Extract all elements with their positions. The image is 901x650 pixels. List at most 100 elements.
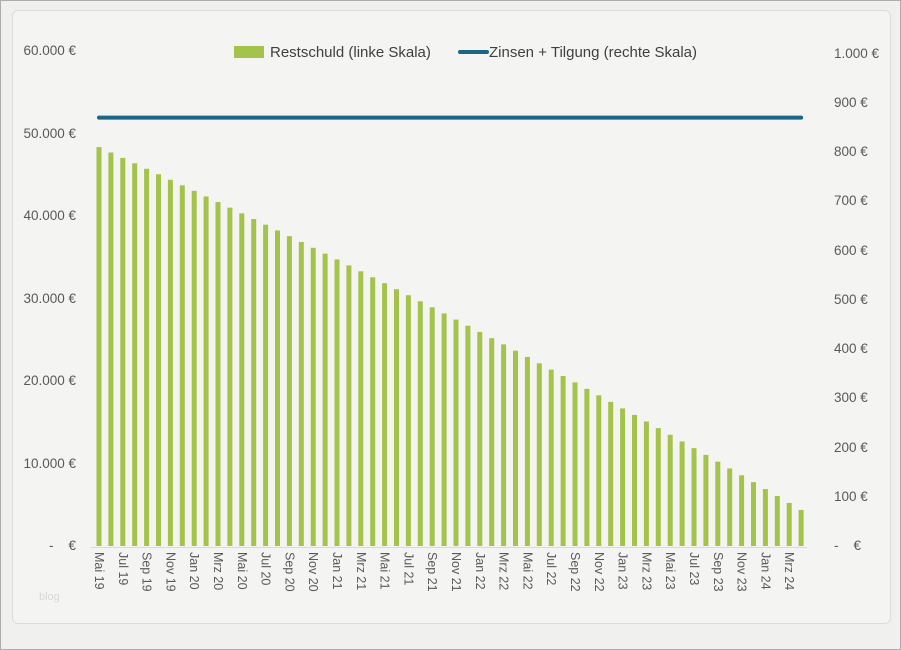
right-axis-tick-label: 500 € bbox=[834, 291, 868, 307]
right-axis-tick-label: 100 € bbox=[834, 488, 868, 504]
restschuld-bar bbox=[441, 313, 447, 546]
restschuld-bar bbox=[251, 219, 257, 546]
restschuld-bar bbox=[477, 331, 483, 546]
restschuld-bar bbox=[501, 344, 507, 546]
restschuld-bar bbox=[596, 395, 602, 546]
category-tick-label: Mai 19 bbox=[92, 552, 106, 590]
restschuld-bar bbox=[620, 408, 626, 546]
category-tick-label: Nov 21 bbox=[449, 552, 463, 592]
restschuld-bar bbox=[239, 213, 245, 546]
restschuld-bar bbox=[786, 502, 792, 546]
right-axis-tick-label: 600 € bbox=[834, 242, 868, 258]
left-axis-tick-label: 20.000 € bbox=[23, 373, 76, 388]
restschuld-bar bbox=[715, 461, 721, 546]
right-axis-tick-label: 700 € bbox=[834, 193, 868, 209]
right-axis-tick-label: 1.000 € bbox=[834, 45, 880, 61]
category-tick-label: Nov 19 bbox=[163, 552, 178, 592]
category-tick-label: Jul 21 bbox=[401, 552, 416, 586]
line-series-swatch-icon bbox=[458, 50, 489, 54]
restschuld-bar bbox=[536, 363, 542, 546]
category-tick-label: Sep 23 bbox=[710, 552, 725, 592]
restschuld-bar bbox=[215, 202, 221, 546]
right-axis-tick-label: 400 € bbox=[834, 341, 868, 357]
restschuld-bar bbox=[727, 468, 733, 546]
restschuld-bar bbox=[739, 475, 745, 546]
category-tick-label: Nov 20 bbox=[306, 552, 321, 592]
category-tick-label: Jul 23 bbox=[687, 552, 701, 586]
restschuld-bar bbox=[108, 152, 114, 547]
restschuld-bar bbox=[358, 271, 364, 546]
restschuld-bar bbox=[298, 241, 304, 547]
restschuld-bar bbox=[513, 350, 518, 546]
restschuld-bar bbox=[751, 482, 756, 546]
category-tick-label: Mrz 23 bbox=[639, 552, 654, 591]
category-tick-label: Jul 20 bbox=[258, 552, 273, 586]
restschuld-bar bbox=[632, 414, 637, 546]
restschuld-bar bbox=[370, 277, 376, 546]
restschuld-bar bbox=[275, 230, 280, 546]
legend-label-zinsen-tilgung: Zinsen + Tilgung (rechte Skala) bbox=[489, 43, 698, 61]
restschuld-bar-series[interactable] bbox=[96, 147, 804, 547]
category-tick-label: Jan 23 bbox=[615, 552, 630, 590]
category-tick-label: Mai 22 bbox=[520, 552, 535, 590]
category-tick-label: Mrz 20 bbox=[211, 552, 225, 591]
restschuld-bar bbox=[405, 295, 411, 546]
watermark: blog bbox=[39, 591, 60, 603]
restschuld-bar bbox=[322, 253, 328, 546]
category-tick-label: Nov 22 bbox=[591, 552, 606, 592]
restschuld-bar bbox=[489, 338, 495, 546]
restschuld-bar bbox=[120, 157, 126, 546]
right-axis-tick-label: 200 € bbox=[834, 439, 868, 455]
right-axis-tick-label: - € bbox=[834, 538, 862, 553]
restschuld-bar bbox=[203, 196, 209, 546]
category-tick-label: Jul 22 bbox=[544, 552, 559, 586]
category-tick-label: Mai 23 bbox=[663, 552, 678, 590]
restschuld-bar bbox=[286, 236, 292, 546]
restschuld-bar bbox=[227, 207, 233, 547]
restschuld-bar bbox=[465, 325, 471, 546]
legend-label-restschuld: Restschuld (linke Skala) bbox=[270, 43, 431, 61]
restschuld-bar bbox=[382, 283, 388, 546]
restschuld-bar bbox=[263, 224, 269, 546]
restschuld-bar bbox=[96, 147, 102, 546]
category-tick-label: Mrz 21 bbox=[353, 552, 368, 591]
left-axis-tick-label: 10.000 € bbox=[23, 455, 76, 471]
legend-item-zinsen-tilgung[interactable]: Zinsen + Tilgung (rechte Skala) bbox=[458, 39, 697, 65]
restschuld-bar bbox=[191, 190, 197, 546]
category-tick-label: Sep 19 bbox=[139, 552, 154, 592]
category-tick-label: Sep 20 bbox=[282, 552, 297, 592]
restschuld-bar bbox=[394, 289, 399, 546]
restschuld-bar bbox=[346, 265, 352, 546]
restschuld-bar bbox=[762, 489, 768, 546]
legend-item-restschuld[interactable]: Restschuld (linke Skala) bbox=[234, 39, 431, 65]
restschuld-bar bbox=[310, 247, 316, 547]
restschuld-bar bbox=[156, 174, 161, 546]
restschuld-bar bbox=[608, 401, 614, 546]
bar-series-swatch-icon bbox=[234, 46, 264, 58]
restschuld-bar bbox=[655, 428, 661, 546]
category-tick-label: Jan 24 bbox=[758, 552, 773, 590]
category-tick-label: Mai 21 bbox=[377, 552, 392, 590]
restschuld-bar bbox=[144, 168, 150, 547]
category-tick-label: Sep 21 bbox=[425, 552, 440, 592]
restschuld-bar bbox=[774, 495, 780, 546]
restschuld-bar bbox=[453, 319, 459, 546]
restschuld-bar bbox=[703, 454, 709, 546]
category-tick-label: Mai 20 bbox=[234, 552, 249, 590]
category-tick-label: Nov 23 bbox=[734, 552, 749, 592]
category-tick-label: Jan 20 bbox=[187, 552, 202, 590]
restschuld-bar bbox=[429, 307, 435, 546]
category-tick-label: Jul 19 bbox=[115, 552, 130, 586]
restschuld-bar bbox=[334, 259, 340, 546]
restschuld-bar bbox=[798, 509, 804, 546]
category-tick-label: Sep 22 bbox=[568, 552, 582, 592]
left-axis-tick-label: 40.000 € bbox=[23, 208, 76, 223]
restschuld-bar bbox=[179, 185, 185, 547]
right-axis-tick-label: 800 € bbox=[834, 144, 868, 160]
restschuld-bar bbox=[167, 179, 173, 546]
restschuld-bar bbox=[667, 434, 673, 546]
restschuld-bar bbox=[691, 448, 697, 546]
chart-legend: Restschuld (linke Skala) Zinsen + Tilgun… bbox=[1, 39, 900, 65]
